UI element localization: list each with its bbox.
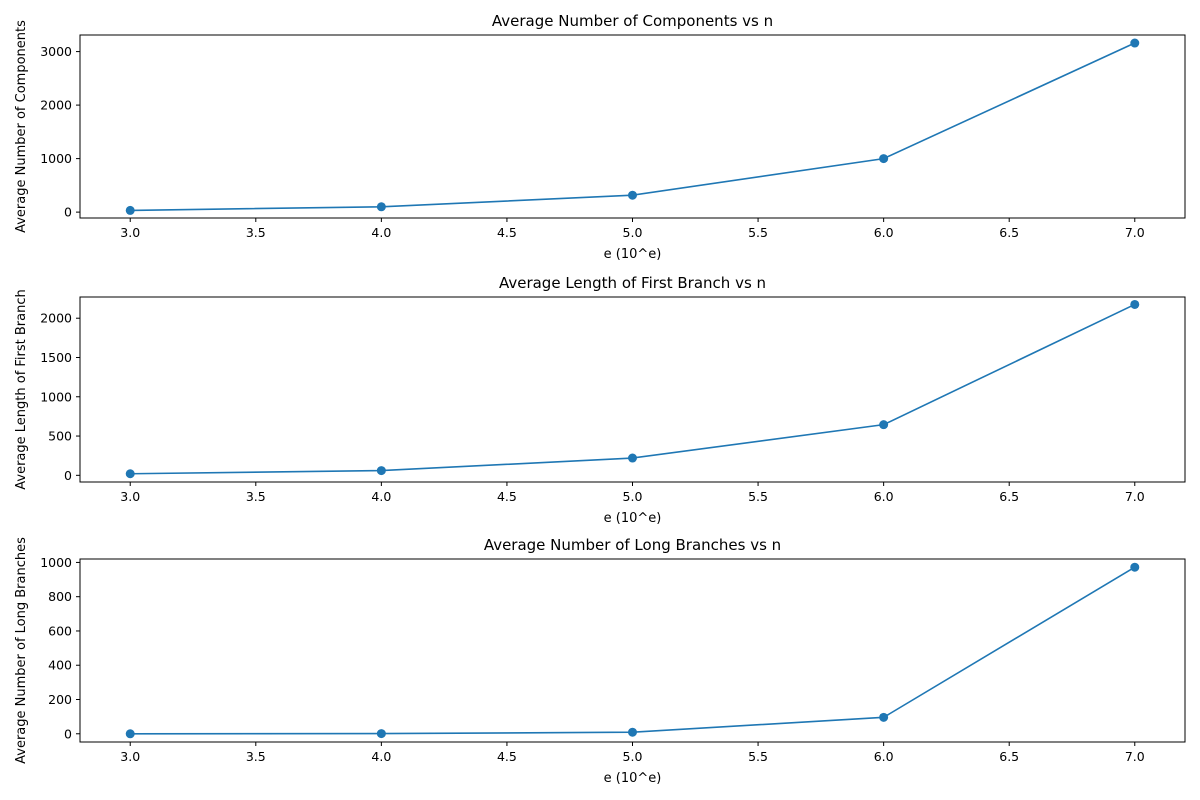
x-tick-label: 5.5 — [748, 489, 768, 504]
x-tick-label: 6.5 — [999, 749, 1019, 764]
x-tick-label: 7.0 — [1125, 225, 1145, 240]
y-axis: 0 200 400 600 800 1000 — [40, 555, 80, 741]
chart-long-branches: Average Number of Long Branches vs n e (… — [14, 536, 1186, 786]
axes-frame — [79, 296, 1186, 483]
y-tick-label: 0 — [64, 726, 72, 741]
y-tick-label: 1000 — [40, 151, 72, 166]
x-axis: 3.0 3.5 4.0 4.5 5.0 5.5 6.0 6.5 7.0 — [120, 742, 1145, 764]
y-axis-label: Average Length of First Branch — [14, 289, 29, 490]
x-axis-label: e (10^e) — [604, 247, 662, 262]
data-point — [628, 453, 637, 463]
data-point — [125, 729, 135, 739]
x-axis: 3.0 3.5 4.0 4.5 5.0 5.5 6.0 6.5 7.0 — [120, 482, 1145, 504]
data-point — [628, 727, 637, 737]
y-tick-label: 800 — [48, 589, 72, 604]
x-axis: 3.0 3.5 4.0 4.5 5.0 5.5 6.0 6.5 7.0 — [120, 218, 1145, 240]
x-tick-label: 6.5 — [999, 225, 1019, 240]
y-tick-label: 400 — [48, 658, 72, 673]
axes-frame — [79, 34, 1186, 219]
data-point — [125, 205, 135, 215]
y-tick-label: 500 — [48, 429, 72, 444]
chart-components: Average Number of Components vs n e (10^… — [14, 12, 1186, 262]
axes-frame — [79, 558, 1186, 743]
y-tick-label: 1000 — [40, 555, 72, 570]
chart-first-branch: Average Length of First Branch vs n e (1… — [14, 274, 1186, 526]
data-point — [376, 466, 386, 476]
data-point — [879, 420, 889, 430]
x-tick-label: 3.0 — [120, 489, 140, 504]
series-line — [130, 566, 1136, 735]
x-tick-label: 5.0 — [623, 749, 643, 764]
chart-title: Average Number of Components vs n — [492, 12, 773, 30]
y-tick-label: 600 — [48, 623, 72, 638]
y-tick-label: 3000 — [40, 44, 72, 59]
x-tick-label: 4.0 — [371, 749, 391, 764]
y-tick-label: 0 — [64, 468, 72, 483]
x-tick-label: 3.5 — [246, 489, 266, 504]
y-axis: 0 1000 2000 3000 — [40, 44, 80, 220]
y-tick-label: 0 — [64, 205, 72, 220]
series-line — [130, 42, 1136, 212]
data-point — [1130, 562, 1140, 572]
x-tick-label: 5.5 — [748, 749, 768, 764]
x-tick-label: 7.0 — [1125, 749, 1145, 764]
chart-title: Average Number of Long Branches vs n — [484, 536, 781, 554]
data-point — [376, 729, 386, 739]
x-tick-label: 4.0 — [371, 225, 391, 240]
x-tick-label: 4.5 — [497, 225, 517, 240]
y-tick-label: 1500 — [40, 350, 72, 365]
data-point — [879, 154, 889, 164]
y-axis-label: Average Number of Long Branches — [14, 537, 29, 764]
x-axis-label: e (10^e) — [604, 771, 662, 786]
y-tick-label: 2000 — [40, 98, 72, 113]
x-axis-label: e (10^e) — [604, 511, 662, 526]
x-tick-label: 4.0 — [371, 489, 391, 504]
x-tick-label: 4.5 — [497, 749, 517, 764]
data-point — [1130, 299, 1140, 309]
x-tick-label: 6.0 — [874, 749, 894, 764]
data-point — [879, 712, 889, 722]
y-tick-label: 1000 — [40, 389, 72, 404]
x-tick-label: 5.0 — [623, 489, 643, 504]
data-point — [125, 469, 135, 479]
y-tick-label: 200 — [48, 692, 72, 707]
series-line — [130, 303, 1136, 475]
x-tick-label: 3.5 — [246, 749, 266, 764]
x-tick-label: 3.5 — [246, 225, 266, 240]
x-tick-label: 6.0 — [874, 489, 894, 504]
plot-area — [125, 562, 1140, 739]
chart-title: Average Length of First Branch vs n — [499, 274, 766, 292]
data-point — [1130, 38, 1140, 48]
y-axis-label: Average Number of Components — [14, 20, 29, 233]
y-tick-label: 2000 — [40, 311, 72, 326]
plot-area — [125, 38, 1140, 215]
x-tick-label: 5.5 — [748, 225, 768, 240]
x-tick-label: 6.0 — [874, 225, 894, 240]
y-axis: 0 500 1000 1500 2000 — [40, 311, 80, 483]
x-tick-label: 4.5 — [497, 489, 517, 504]
data-point — [628, 190, 637, 200]
x-tick-label: 7.0 — [1125, 489, 1145, 504]
data-point — [376, 202, 386, 212]
x-tick-label: 5.0 — [623, 225, 643, 240]
plot-area — [125, 299, 1140, 479]
x-tick-label: 6.5 — [999, 489, 1019, 504]
x-tick-label: 3.0 — [120, 749, 140, 764]
x-tick-label: 3.0 — [120, 225, 140, 240]
